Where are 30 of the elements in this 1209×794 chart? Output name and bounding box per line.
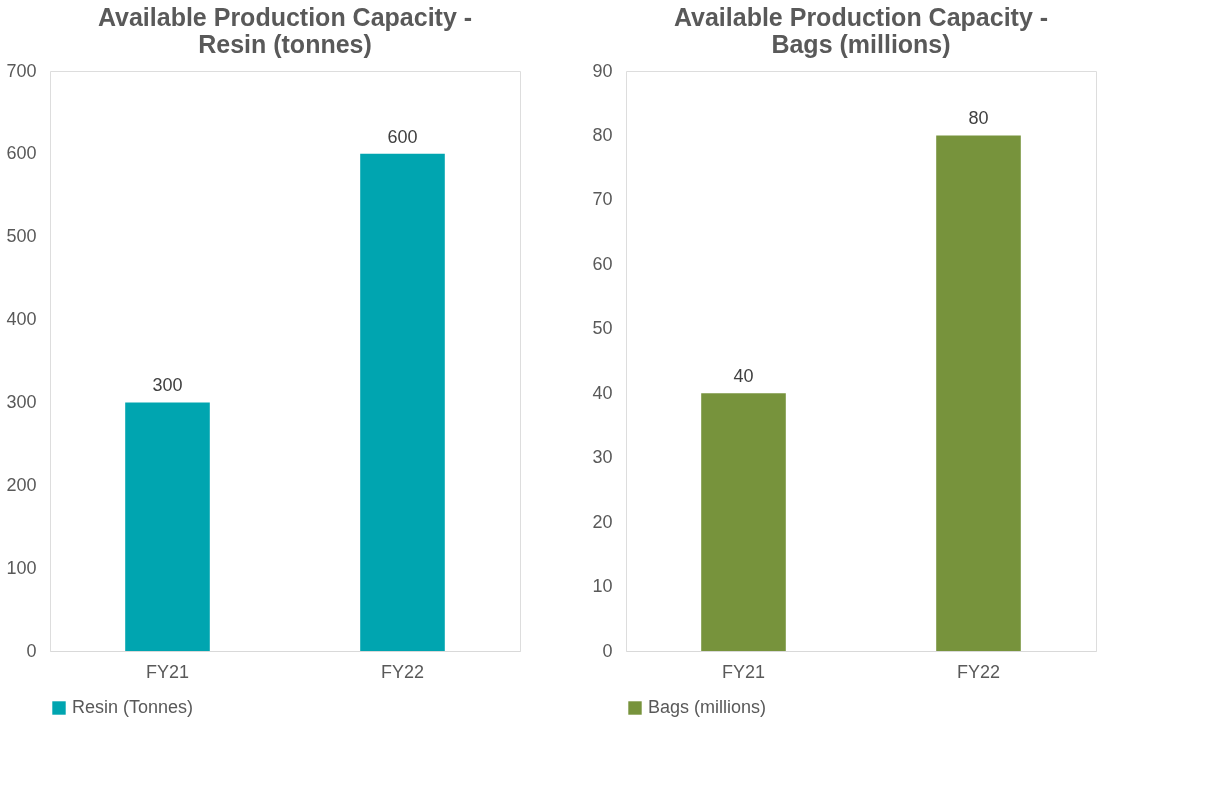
y-tick-label: 100 — [6, 557, 37, 578]
x-tick-label: FY21 — [721, 661, 766, 682]
y-tick-label: 40 — [592, 382, 613, 403]
legend-label: Bags (millions) — [648, 697, 767, 717]
y-tick-label: 300 — [6, 391, 37, 412]
y-tick-label: 60 — [592, 253, 613, 274]
chart-title: Available Production Capacity - Resin (tonnes) — [97, 3, 473, 58]
y-tick-label: 0 — [26, 640, 37, 661]
y-tick-label: 0 — [602, 640, 613, 661]
data-label: 600 — [387, 126, 418, 147]
y-tick-label: 70 — [592, 189, 613, 210]
y-tick-label: 600 — [6, 143, 37, 164]
y-tick-label: 700 — [6, 60, 37, 81]
x-tick-label: FY22 — [380, 661, 425, 682]
y-tick-label: 90 — [592, 60, 613, 81]
y-tick-label: 10 — [592, 576, 613, 597]
y-tick-label: 500 — [6, 226, 37, 247]
data-label: 80 — [968, 108, 989, 129]
legend-label: Resin (Tonnes) — [72, 697, 194, 717]
y-tick-label: 20 — [592, 511, 613, 532]
y-tick-label: 80 — [592, 124, 613, 145]
x-tick-label: FY22 — [956, 661, 1001, 682]
y-tick-label: 200 — [6, 474, 37, 495]
data-label: 300 — [152, 375, 183, 396]
y-tick-label: 50 — [592, 318, 613, 339]
x-tick-label: FY21 — [145, 661, 190, 682]
data-label: 40 — [733, 366, 754, 387]
y-tick-label: 400 — [6, 309, 37, 330]
y-tick-label: 30 — [592, 447, 613, 468]
chart-title: Available Production Capacity - Bags (millions) — [673, 3, 1049, 58]
